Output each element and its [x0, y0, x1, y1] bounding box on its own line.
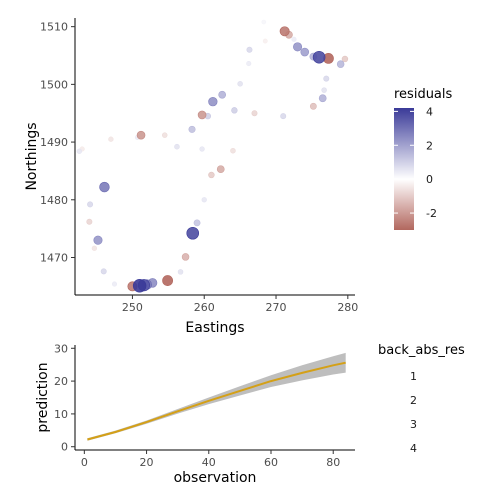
residuals-colorbar	[394, 108, 414, 230]
residual-point	[218, 90, 227, 99]
residual-point	[174, 143, 180, 150]
residual-point	[216, 165, 225, 174]
back-abs-res-legend-title: back_abs_res	[378, 343, 465, 358]
back-abs-res-legend-label: 1	[410, 370, 417, 383]
residual-point	[230, 147, 236, 154]
residual-point	[162, 275, 174, 286]
residual-point	[181, 253, 190, 261]
residual-point	[262, 38, 268, 44]
residual-point	[300, 47, 310, 57]
residual-map-y-tick-label: 1500	[40, 78, 68, 91]
residual-point	[201, 197, 207, 203]
prediction-panel: 0 20 40 60 80 0 10 20 30 observation prediction bac…	[35, 342, 465, 486]
residual-map-y-tick-label: 1490	[40, 136, 68, 149]
back-abs-res-legend-label: 4	[410, 442, 417, 455]
prediction-y-axis-title: prediction	[35, 362, 51, 432]
residual-point	[161, 132, 168, 138]
back-abs-res-legend-label: 3	[410, 418, 417, 431]
residual-point	[193, 219, 201, 227]
prediction-x-axis-title: observation	[174, 470, 257, 486]
colorbar-tick-label: 4	[426, 105, 433, 118]
colorbar-tick-label: 2	[426, 139, 433, 152]
prediction-x-tick-label: 80	[326, 456, 340, 469]
residual-point	[251, 110, 258, 117]
residual-point	[279, 26, 290, 37]
residual-point	[100, 268, 107, 275]
residual-point	[208, 171, 215, 179]
residual-map-y-tick-label: 1470	[40, 251, 68, 264]
back-abs-res-legend-label: 2	[410, 394, 417, 407]
residual-point	[208, 97, 218, 107]
residual-map-x-tick-label: 270	[266, 301, 287, 314]
residual-point	[237, 81, 243, 87]
residual-point	[132, 279, 147, 293]
residual-point	[186, 226, 200, 240]
residual-map-y-tick-label: 1510	[40, 21, 68, 34]
residual-point	[199, 146, 205, 152]
colorbar-tick-label: 0	[426, 173, 433, 186]
residual-point	[293, 42, 303, 52]
residual-point	[321, 87, 327, 93]
residual-map-x-axis-title: Eastings	[185, 320, 244, 336]
residual-point	[323, 75, 330, 82]
residual-point	[341, 55, 349, 63]
residual-point	[93, 235, 103, 245]
prediction-x-tick-label: 20	[140, 456, 154, 469]
residual-point	[111, 281, 118, 287]
prediction-x-tick-label: 0	[81, 456, 88, 469]
residual-point	[76, 148, 82, 154]
residual-point	[318, 94, 327, 103]
residual-point	[86, 218, 93, 225]
residual-point	[336, 60, 345, 68]
residual-map-x-tick-label: 250	[122, 301, 143, 314]
residual-point	[246, 61, 252, 67]
residual-point	[291, 36, 297, 42]
prediction-y-tick-label: 20	[54, 375, 68, 388]
residual-point	[136, 130, 146, 140]
residual-point	[99, 181, 110, 193]
colorbar-tick-label: -2	[426, 207, 437, 220]
prediction-y-tick-label: 10	[54, 408, 68, 421]
residual-point	[231, 107, 238, 114]
residual-point	[91, 245, 98, 251]
residual-point	[261, 19, 267, 25]
residual-point	[280, 113, 287, 120]
prediction-x-tick-label: 40	[202, 456, 216, 469]
prediction-line	[87, 361, 346, 441]
residual-map-y-axis-title: Northings	[24, 122, 40, 190]
residuals-legend-title: residuals	[394, 87, 453, 102]
prediction-x-tick-label: 60	[264, 456, 278, 469]
prediction-y-tick-label: 0	[61, 441, 68, 454]
residual-point	[87, 201, 94, 208]
residual-point	[177, 269, 184, 275]
residual-point	[188, 125, 196, 133]
residual-point	[108, 136, 114, 142]
prediction-y-tick-label: 30	[54, 342, 68, 355]
residual-point	[246, 46, 253, 53]
residual-map-y-tick-label: 1480	[40, 194, 68, 207]
residual-map-x-tick-label: 260	[194, 301, 215, 314]
residual-point	[309, 102, 317, 110]
residual-point	[197, 110, 207, 120]
residual-map-x-tick-label: 280	[337, 301, 358, 314]
prediction-confidence-band	[87, 352, 346, 441]
residual-point	[312, 50, 326, 64]
residual-map-panel: 250 260 270 280 1470 1480 1490 1500 1510 Eastings…	[24, 18, 453, 336]
